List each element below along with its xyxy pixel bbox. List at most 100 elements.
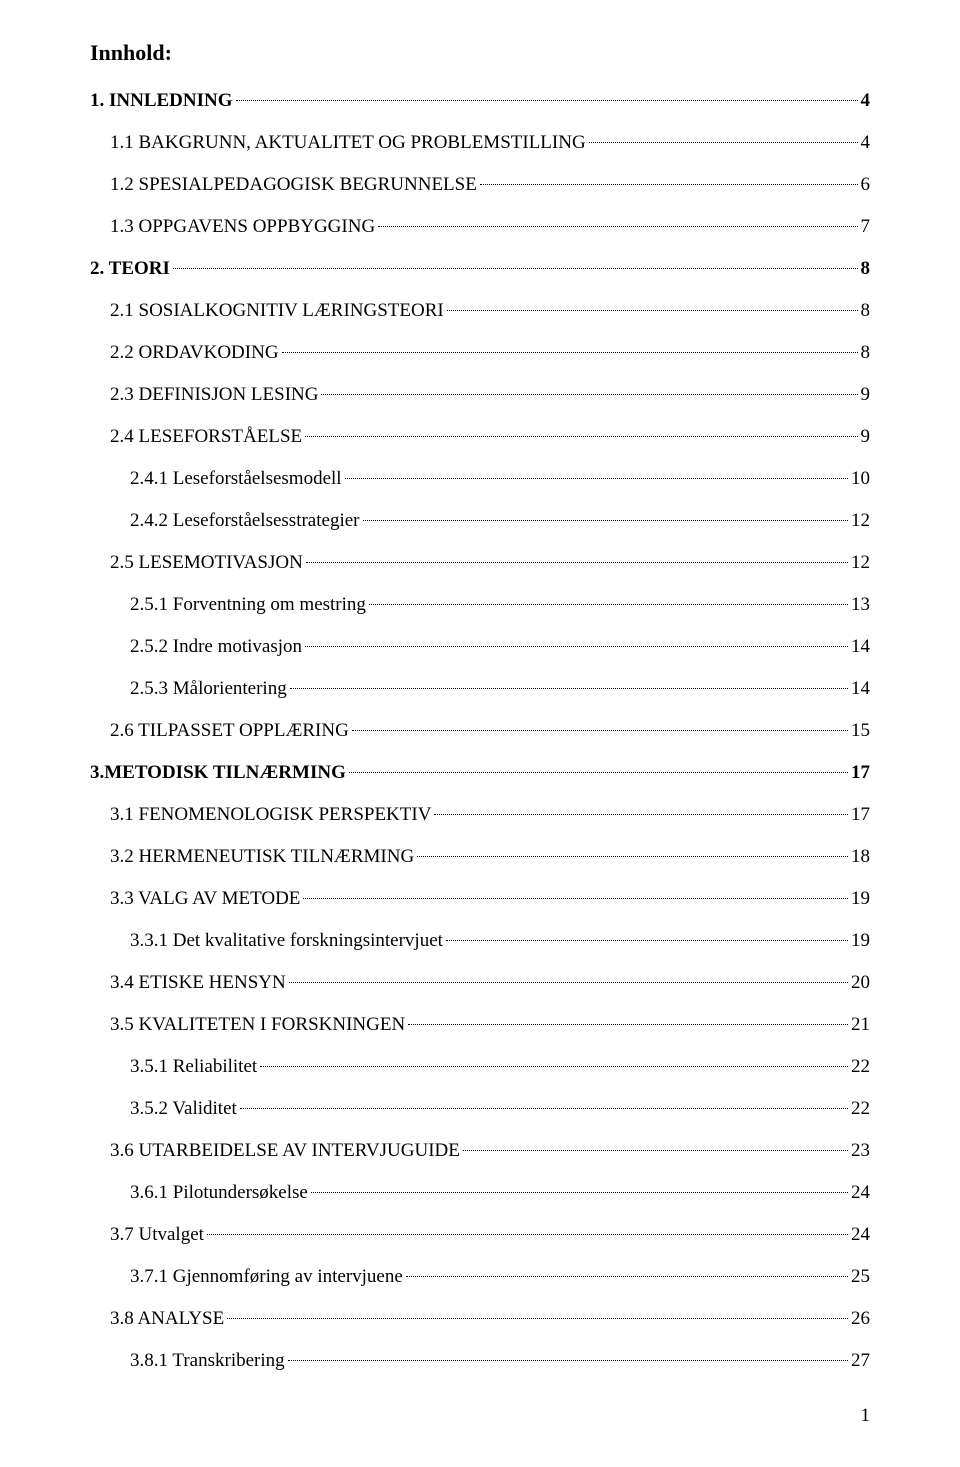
toc-entry-label: 2.2 ORDAVKODING xyxy=(110,342,279,364)
toc-leader xyxy=(463,1150,848,1151)
toc-leader xyxy=(311,1192,848,1193)
toc-entry-page: 22 xyxy=(851,1056,870,1078)
toc-entry: 3.2 HERMENEUTISK TILNÆRMING18 xyxy=(90,846,870,868)
toc-entry: 3.5 KVALITETEN I FORSKNINGEN 21 xyxy=(90,1014,870,1036)
toc-leader xyxy=(321,394,857,395)
toc-entry-page: 26 xyxy=(851,1308,870,1330)
toc-entry-label: 3.METODISK TILNÆRMING xyxy=(90,762,346,784)
toc-entry: 3.7 Utvalget 24 xyxy=(90,1224,870,1246)
toc-entry: 2.5 LESEMOTIVASJON 12 xyxy=(90,552,870,574)
toc-entry: 2.5.1 Forventning om mestring 13 xyxy=(90,594,870,616)
toc-entry-label: 3.8 ANALYSE xyxy=(110,1308,224,1330)
toc-entry: 2.5.2 Indre motivasjon14 xyxy=(90,636,870,658)
toc-entry-label: 1.1 BAKGRUNN, AKTUALITET OG PROBLEMSTILL… xyxy=(110,132,586,154)
toc-entry-page: 20 xyxy=(851,972,870,994)
toc-entry-label: 2.5 LESEMOTIVASJON xyxy=(110,552,303,574)
toc-leader xyxy=(240,1108,848,1109)
page-number: 1 xyxy=(861,1405,871,1427)
toc-entry: 2. TEORI 8 xyxy=(90,258,870,280)
toc-entry-page: 19 xyxy=(851,888,870,910)
toc-entry-label: 2.4 LESEFORSTÅELSE xyxy=(110,426,302,448)
toc-leader xyxy=(363,520,849,521)
toc-entry: 3.6.1 Pilotundersøkelse24 xyxy=(90,1182,870,1204)
toc-leader xyxy=(417,856,848,857)
toc-leader xyxy=(288,1360,848,1361)
toc-entry-label: 3.7 Utvalget xyxy=(110,1224,204,1246)
toc-entry-label: 2. TEORI xyxy=(90,258,170,280)
toc-entry-label: 1. INNLEDNING xyxy=(90,90,233,112)
toc-entry: 3.6 UTARBEIDELSE AV INTERVJUGUIDE23 xyxy=(90,1140,870,1162)
toc-entry-page: 4 xyxy=(861,90,871,112)
toc-leader xyxy=(345,478,848,479)
toc-entry-label: 3.5 KVALITETEN I FORSKNINGEN xyxy=(110,1014,405,1036)
toc-entry-page: 8 xyxy=(861,258,871,280)
toc-entry-page: 15 xyxy=(851,720,870,742)
toc-entry-label: 1.2 SPESIALPEDAGOGISK BEGRUNNELSE xyxy=(110,174,477,196)
toc-entry: 2.1 SOSIALKOGNITIV LÆRINGSTEORI8 xyxy=(90,300,870,322)
toc-entry: 2.4 LESEFORSTÅELSE 9 xyxy=(90,426,870,448)
toc-leader xyxy=(349,772,848,773)
toc-entry: 1.1 BAKGRUNN, AKTUALITET OG PROBLEMSTILL… xyxy=(90,132,870,154)
toc-entry: 1.2 SPESIALPEDAGOGISK BEGRUNNELSE 6 xyxy=(90,174,870,196)
toc-entry-page: 9 xyxy=(861,384,871,406)
toc-entry-page: 27 xyxy=(851,1350,870,1372)
toc-list: 1. INNLEDNING 4 1.1 BAKGRUNN, AKTUALITET O… xyxy=(90,90,870,1372)
toc-entry-page: 24 xyxy=(851,1224,870,1246)
toc-leader xyxy=(446,940,848,941)
toc-entry-label: 3.3 VALG AV METODE xyxy=(110,888,300,910)
toc-leader xyxy=(305,646,848,647)
toc-entry: 2.2 ORDAVKODING 8 xyxy=(90,342,870,364)
toc-leader xyxy=(589,142,858,143)
toc-entry: 2.3 DEFINISJON LESING 9 xyxy=(90,384,870,406)
toc-entry: 1. INNLEDNING 4 xyxy=(90,90,870,112)
toc-leader xyxy=(207,1234,848,1235)
toc-leader xyxy=(306,562,848,563)
toc-entry-label: 3.5.1 Reliabilitet xyxy=(130,1056,257,1078)
toc-entry-label: 3.5.2 Validitet xyxy=(130,1098,237,1120)
toc-title: Innhold: xyxy=(90,40,870,66)
toc-entry-label: 3.7.1 Gjennomføring av intervjuene xyxy=(130,1266,403,1288)
toc-leader xyxy=(289,982,848,983)
toc-entry-page: 8 xyxy=(861,300,871,322)
toc-entry-page: 6 xyxy=(861,174,871,196)
toc-entry-page: 12 xyxy=(851,510,870,532)
toc-leader xyxy=(260,1066,848,1067)
toc-leader xyxy=(282,352,858,353)
toc-entry-label: 2.3 DEFINISJON LESING xyxy=(110,384,318,406)
toc-leader xyxy=(352,730,848,731)
toc-leader xyxy=(480,184,858,185)
toc-entry-page: 21 xyxy=(851,1014,870,1036)
toc-entry: 3.METODISK TILNÆRMING17 xyxy=(90,762,870,784)
toc-entry-label: 2.6 TILPASSET OPPLÆRING xyxy=(110,720,349,742)
toc-entry-label: 3.4 ETISKE HENSYN xyxy=(110,972,286,994)
toc-entry-page: 13 xyxy=(851,594,870,616)
toc-entry: 1.3 OPPGAVENS OPPBYGGING7 xyxy=(90,216,870,238)
toc-leader xyxy=(369,604,848,605)
toc-leader xyxy=(173,268,858,269)
toc-entry-label: 2.5.1 Forventning om mestring xyxy=(130,594,366,616)
toc-entry-page: 8 xyxy=(861,342,871,364)
toc-entry-page: 7 xyxy=(861,216,871,238)
toc-leader xyxy=(227,1318,848,1319)
toc-leader xyxy=(378,226,857,227)
toc-entry-label: 3.8.1 Transkribering xyxy=(130,1350,285,1372)
toc-entry-label: 2.4.1 Leseforståelsesmodell xyxy=(130,468,342,490)
toc-entry: 2.6 TILPASSET OPPLÆRING 15 xyxy=(90,720,870,742)
toc-entry-page: 4 xyxy=(861,132,871,154)
toc-leader xyxy=(236,100,858,101)
toc-entry-page: 12 xyxy=(851,552,870,574)
toc-entry: 3.3.1 Det kvalitative forskningsintervju… xyxy=(90,930,870,952)
toc-leader xyxy=(290,688,848,689)
toc-leader xyxy=(303,898,848,899)
toc-entry-label: 3.2 HERMENEUTISK TILNÆRMING xyxy=(110,846,414,868)
toc-entry: 3.5.2 Validitet22 xyxy=(90,1098,870,1120)
toc-entry: 3.8 ANALYSE 26 xyxy=(90,1308,870,1330)
toc-leader xyxy=(434,814,848,815)
toc-entry-page: 9 xyxy=(861,426,871,448)
toc-entry-label: 3.3.1 Det kvalitative forskningsintervju… xyxy=(130,930,443,952)
toc-leader xyxy=(406,1276,848,1277)
toc-entry-page: 23 xyxy=(851,1140,870,1162)
toc-entry: 2.4.2 Leseforståelsesstrategier12 xyxy=(90,510,870,532)
toc-entry: 3.1 FENOMENOLOGISK PERSPEKTIV17 xyxy=(90,804,870,826)
toc-entry: 3.7.1 Gjennomføring av intervjuene25 xyxy=(90,1266,870,1288)
